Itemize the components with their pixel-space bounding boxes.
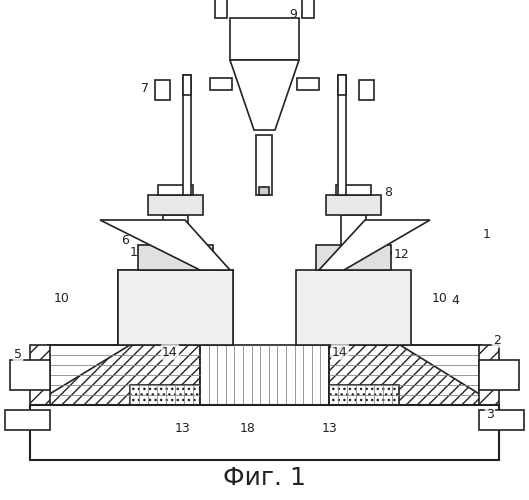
Bar bbox=[336, 185, 371, 195]
Bar bbox=[210, 78, 232, 90]
Bar bbox=[10, 360, 50, 390]
Text: 13: 13 bbox=[322, 422, 338, 434]
Bar bbox=[118, 270, 233, 345]
Bar bbox=[155, 80, 170, 100]
Polygon shape bbox=[230, 60, 299, 130]
Bar bbox=[30, 405, 499, 460]
Bar bbox=[130, 385, 200, 415]
Polygon shape bbox=[319, 220, 430, 270]
Bar bbox=[479, 360, 519, 390]
Text: 11: 11 bbox=[344, 186, 360, 198]
Text: 7: 7 bbox=[141, 82, 149, 94]
Bar bbox=[296, 270, 411, 345]
Polygon shape bbox=[48, 345, 200, 415]
Text: 12: 12 bbox=[394, 248, 410, 262]
Bar bbox=[479, 345, 499, 415]
Text: 5: 5 bbox=[14, 348, 22, 362]
Bar bbox=[256, 135, 272, 195]
Bar bbox=[30, 405, 499, 460]
Text: 4: 4 bbox=[451, 294, 459, 306]
Bar bbox=[30, 345, 50, 415]
Bar bbox=[148, 195, 203, 215]
Text: 11: 11 bbox=[172, 186, 188, 198]
Bar bbox=[341, 215, 366, 245]
Text: 8: 8 bbox=[384, 186, 392, 198]
Text: 10: 10 bbox=[54, 292, 70, 304]
Text: 2: 2 bbox=[493, 334, 501, 346]
Polygon shape bbox=[230, 18, 299, 60]
Text: 13: 13 bbox=[175, 422, 191, 434]
Bar bbox=[338, 75, 346, 95]
Bar bbox=[163, 215, 188, 245]
Bar bbox=[338, 75, 346, 195]
Text: 6: 6 bbox=[384, 246, 392, 258]
Bar bbox=[297, 78, 319, 90]
Text: 1: 1 bbox=[483, 228, 491, 241]
Bar bbox=[259, 187, 269, 195]
Bar bbox=[183, 75, 191, 95]
Text: 3: 3 bbox=[486, 408, 494, 422]
Text: 14: 14 bbox=[332, 346, 348, 358]
Bar bbox=[183, 75, 191, 195]
Bar bbox=[5, 410, 50, 430]
Bar bbox=[326, 195, 381, 215]
Bar bbox=[48, 345, 481, 415]
Polygon shape bbox=[329, 345, 481, 415]
Bar bbox=[138, 245, 213, 270]
Text: 10: 10 bbox=[432, 292, 448, 304]
Bar bbox=[359, 80, 374, 100]
Text: 6: 6 bbox=[121, 234, 129, 246]
Text: 12: 12 bbox=[130, 246, 146, 258]
Bar bbox=[479, 410, 524, 430]
Bar bbox=[302, 0, 314, 18]
Text: Фиг. 1: Фиг. 1 bbox=[223, 466, 305, 490]
Bar bbox=[215, 0, 227, 18]
Bar bbox=[329, 385, 399, 415]
Text: 18: 18 bbox=[240, 422, 256, 434]
Text: 9: 9 bbox=[289, 8, 297, 22]
Bar bbox=[316, 245, 391, 270]
Text: 14: 14 bbox=[162, 346, 178, 358]
Polygon shape bbox=[100, 220, 230, 270]
Bar bbox=[158, 185, 193, 195]
